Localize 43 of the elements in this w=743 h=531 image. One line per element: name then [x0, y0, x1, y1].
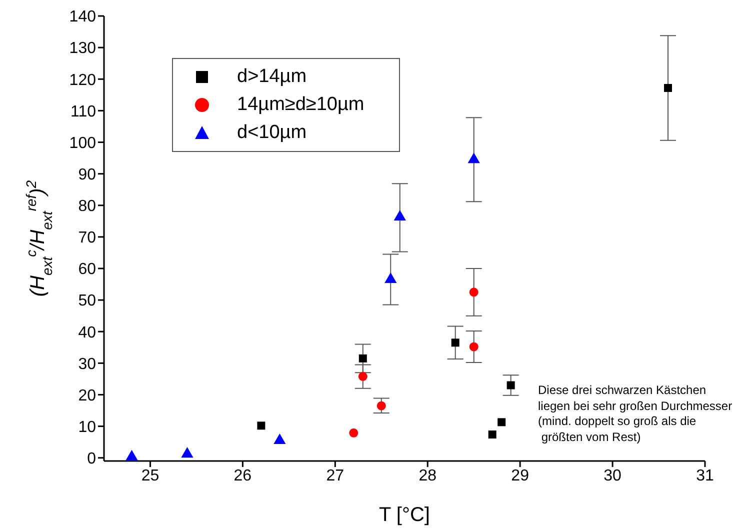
point — [468, 152, 480, 164]
legend-label: d>14µm — [237, 65, 307, 89]
y-tick-label: 10 — [78, 418, 96, 436]
y-tick-label: 130 — [69, 40, 96, 58]
point — [349, 428, 358, 438]
annotation: Diese drei schwarzen Kästchen liegen bei sehr großen Durchmesser (mind. doppelt so groß als die größten vom Rest) — [538, 383, 732, 445]
point — [394, 210, 406, 221]
x-axis-title: T [°C] — [379, 504, 430, 526]
legend-label: 14µm≥d≥10µm — [237, 93, 364, 117]
y-tick-label: 30 — [78, 356, 96, 373]
x-tick-label: 27 — [326, 467, 344, 484]
point — [451, 338, 460, 347]
point — [181, 447, 194, 458]
y-tick-label: 120 — [69, 72, 96, 89]
y-tick-label: 110 — [70, 103, 96, 120]
point — [498, 418, 506, 426]
point — [469, 342, 478, 352]
point — [506, 381, 515, 390]
y-tick-label: 20 — [78, 387, 96, 404]
y-tick-label: 70 — [78, 230, 96, 247]
point — [376, 401, 386, 410]
x-tick-label: 29 — [511, 467, 530, 484]
y-tick-label: 140 — [69, 8, 96, 26]
y-tick-label: 90 — [78, 166, 96, 184]
legend-label: d<10µm — [237, 121, 307, 145]
point — [358, 354, 367, 362]
y-tick-label: 0 — [87, 450, 96, 468]
y-tick-label: 50 — [78, 292, 96, 310]
y-tick-label: 40 — [78, 324, 96, 342]
point — [384, 272, 397, 284]
x-tick-label: 28 — [418, 467, 437, 484]
x-tick-label: 30 — [604, 467, 622, 484]
y-tick-label: 80 — [78, 198, 96, 216]
point — [358, 372, 368, 381]
point — [488, 430, 496, 438]
y-tick-label: 100 — [69, 134, 96, 152]
x-tick-label: 26 — [234, 467, 252, 484]
x-tick-label: 31 — [696, 467, 714, 484]
point — [664, 84, 672, 92]
point — [257, 422, 266, 430]
x-tick-label: 25 — [141, 467, 160, 484]
y-tick-label: 60 — [78, 261, 96, 278]
point — [469, 288, 478, 297]
